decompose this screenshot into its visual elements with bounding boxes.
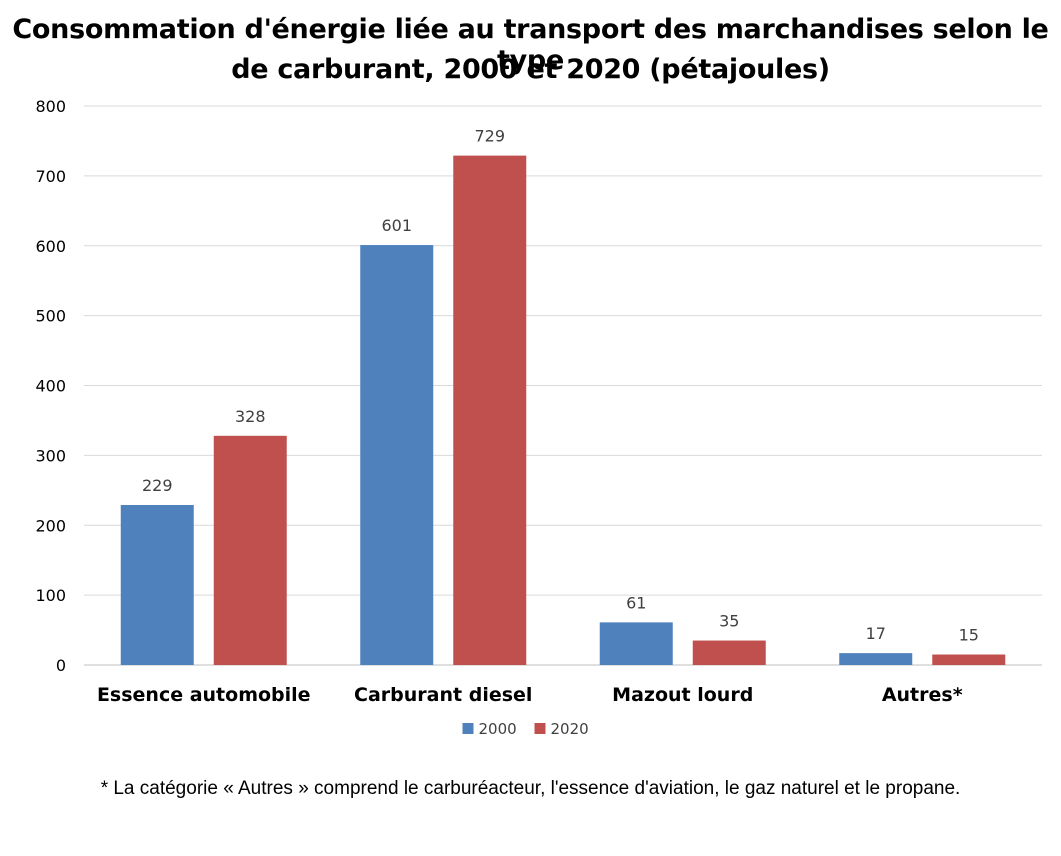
data-label: 729 (474, 127, 505, 146)
bar-2020 (932, 654, 1006, 665)
legend-label: 2020 (551, 720, 589, 738)
y-tick-label: 200 (35, 516, 66, 535)
bar-2000 (360, 245, 434, 665)
chart-title-line-1: Consommation d'énergie liée au transport… (12, 14, 1049, 76)
data-label: 35 (719, 612, 739, 631)
data-label: 15 (959, 626, 979, 645)
legend-label: 2000 (479, 720, 517, 738)
footnote: * La catégorie « Autres » comprend le ca… (100, 778, 961, 799)
y-tick-label: 300 (35, 446, 66, 465)
y-tick-label: 0 (56, 656, 66, 675)
data-label: 601 (381, 216, 412, 235)
x-category-label: Mazout lourd (612, 684, 753, 706)
bar-2000 (839, 653, 913, 665)
y-tick-label: 800 (35, 97, 66, 116)
y-tick-label: 100 (35, 586, 66, 605)
y-tick-label: 600 (35, 237, 66, 256)
bar-2020 (692, 640, 766, 665)
y-tick-label: 500 (35, 307, 66, 326)
y-tick-label: 700 (35, 167, 66, 186)
data-label: 328 (235, 407, 266, 426)
bar-2000 (120, 504, 194, 665)
bar-2020 (453, 155, 527, 665)
legend-swatch-2020 (534, 723, 546, 734)
data-label: 17 (866, 624, 886, 643)
bar-chart: 0 100 200 300 400 500 600 700 800 229 328 Essence a… (35, 97, 1042, 738)
legend-swatch-2000 (462, 723, 474, 734)
x-category-label: Carburant diesel (354, 684, 532, 706)
x-category-label: Autres* (882, 684, 963, 706)
chart-title-line-2: de carburant, 2000 et 2020 (pétajoules) (231, 54, 830, 85)
data-label: 229 (142, 476, 173, 495)
x-category-label: Essence automobile (97, 684, 311, 706)
data-label: 61 (626, 593, 646, 612)
y-tick-label: 400 (35, 377, 66, 396)
bar-2000 (599, 622, 673, 665)
bar-2020 (213, 435, 287, 665)
